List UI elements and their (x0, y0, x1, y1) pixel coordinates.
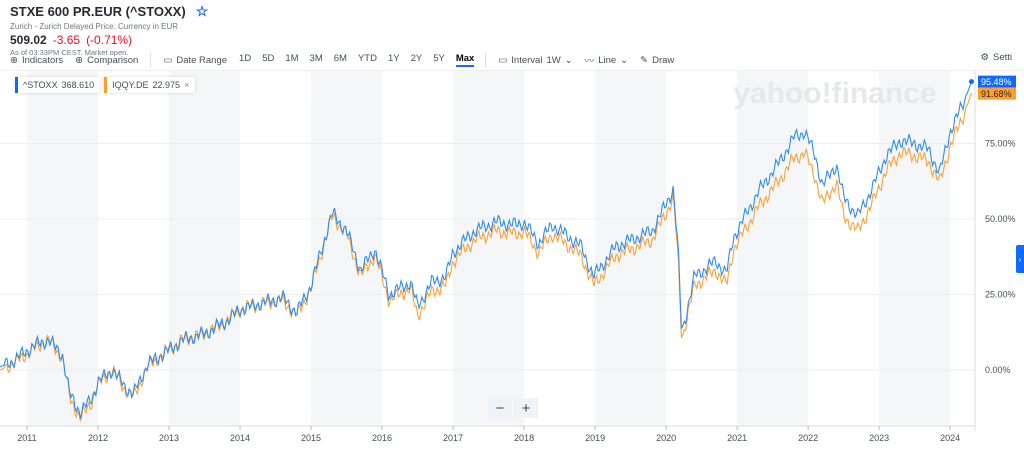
chevron-right-icon: › (1018, 254, 1022, 264)
legend-value: 368.610 (61, 80, 95, 90)
series-line-stoxx (0, 81, 972, 419)
divider (485, 53, 487, 67)
last-value-label: 91.68% (981, 89, 1012, 99)
y-tick-label: 0.00% (985, 365, 1011, 375)
indicators-label: Indicators (21, 54, 64, 66)
year-band (879, 71, 951, 426)
interval-value: 1W (546, 54, 561, 66)
draw-button[interactable]: ✎ Draw (640, 55, 674, 66)
x-tick-label: 2016 (372, 433, 392, 443)
chart-type-label: Line (598, 54, 617, 66)
last-value-badge (978, 75, 1016, 88)
x-tick-label: 2017 (443, 433, 463, 443)
zoom-in-button[interactable]: + (514, 398, 538, 418)
x-tick-label: 2020 (656, 433, 676, 443)
year-band (169, 71, 241, 426)
range-6m[interactable]: 6M (333, 53, 347, 64)
zoom-controls: − + (488, 398, 538, 418)
zoom-out-button[interactable]: − (488, 398, 512, 418)
x-tick-label: 2012 (88, 433, 108, 443)
chart-type-button[interactable]: 〰 Line ⌄ (584, 53, 629, 68)
gear-icon: ⚙ (980, 52, 989, 63)
star-icon[interactable]: ☆ (195, 3, 209, 19)
year-band (311, 71, 383, 426)
year-band (26, 71, 98, 426)
x-tick-label: 2021 (727, 433, 747, 443)
last-value-badge (978, 87, 1016, 100)
quote-change-pct: (-0.71%) (86, 33, 133, 47)
price-chart[interactable]: yahoo!finance 0.00% 25.00% 50.00% 75.00% 2011… (0, 70, 1024, 465)
plus-circle-icon: ⊕ (10, 54, 18, 66)
range-ytd[interactable]: YTD (357, 53, 377, 64)
calendar-icon: ▭ (498, 54, 508, 66)
pencil-icon: ✎ (640, 54, 649, 66)
comparison-button[interactable]: ⊕ Comparison (75, 55, 138, 66)
quote-header: STXE 600 PR.EUR (^STOXX) ☆ Zurich - Zuric… (10, 3, 208, 57)
range-5d[interactable]: 5D (262, 53, 275, 64)
interval-label: Interval (511, 54, 543, 66)
last-point-marker (968, 79, 974, 85)
x-tick-label: 2023 (869, 433, 889, 443)
quote-change: -3.65 (52, 33, 81, 47)
settings-button[interactable]: ⚙ Setti (980, 52, 1012, 63)
chart-legend: ^STOXX 368.610 IQQY.DE 22.975 × (15, 77, 196, 93)
date-range-button[interactable]: ▭ Date Range (163, 55, 227, 66)
range-1y[interactable]: 1Y (387, 53, 400, 64)
x-tick-label: 2022 (798, 433, 818, 443)
range-5y[interactable]: 5Y (433, 53, 445, 64)
range-3m[interactable]: 3M (309, 53, 323, 64)
y-tick-label: 25.00% (985, 290, 1016, 300)
date-range-label: Date Range (176, 54, 228, 66)
line-chart-icon: 〰 (584, 56, 595, 67)
quote-price: 509.02 (10, 33, 47, 47)
x-tick-label: 2015 (301, 433, 321, 443)
series-line-iqqy (0, 92, 972, 422)
expand-panel-button[interactable]: › (1016, 245, 1024, 273)
calendar-icon: ▭ (163, 54, 173, 66)
x-tick-label: 2014 (230, 433, 250, 443)
legend-item-stoxx[interactable]: ^STOXX 368.610 (15, 77, 101, 93)
range-1d[interactable]: 1D (239, 53, 252, 64)
quote-title: STXE 600 PR.EUR (^STOXX) (10, 4, 186, 19)
divider (150, 53, 152, 67)
settings-label: Setti (992, 52, 1012, 63)
chart-toolbar: ⊕ Indicators ⊕ Comparison ▭ Date Range 1D 5D… (10, 52, 1024, 68)
legend-symbol: ^STOXX (23, 80, 58, 90)
x-tick-label: 2024 (940, 433, 960, 443)
year-band (737, 71, 809, 426)
y-tick-label: 75.00% (985, 139, 1016, 149)
close-icon[interactable]: × (184, 80, 190, 90)
chevron-down-icon: ⌄ (620, 54, 629, 66)
x-tick-label: 2013 (159, 433, 179, 443)
legend-value: 22.975 (152, 80, 181, 90)
quote-subtitle: Zurich - Zurich Delayed Price. Currency … (10, 22, 179, 31)
quote-timestamp: As of 03:33PM CEST. Market open. (10, 48, 129, 57)
year-band (453, 71, 525, 426)
chevron-down-icon: ⌄ (564, 54, 573, 66)
yahoo-finance-watermark: yahoo!finance (733, 77, 936, 110)
legend-item-iqqy[interactable]: IQQY.DE 22.975 × (104, 77, 196, 93)
last-value-label: 95.48% (981, 77, 1012, 87)
interval-button[interactable]: ▭ Interval 1W ⌄ (498, 55, 572, 66)
indicators-button[interactable]: ⊕ Indicators (10, 55, 63, 66)
draw-label: Draw (652, 54, 675, 66)
range-max[interactable]: Max (455, 53, 475, 67)
range-2y[interactable]: 2Y (410, 53, 423, 64)
range-1m[interactable]: 1M (285, 53, 299, 64)
x-tick-label: 2011 (17, 433, 36, 443)
plus-circle-icon: ⊕ (75, 54, 84, 66)
y-tick-label: 50.00% (985, 214, 1016, 224)
x-tick-label: 2018 (514, 433, 534, 443)
comparison-label: Comparison (87, 54, 139, 66)
legend-symbol: IQQY.DE (112, 80, 149, 90)
x-tick-label: 2019 (585, 433, 605, 443)
